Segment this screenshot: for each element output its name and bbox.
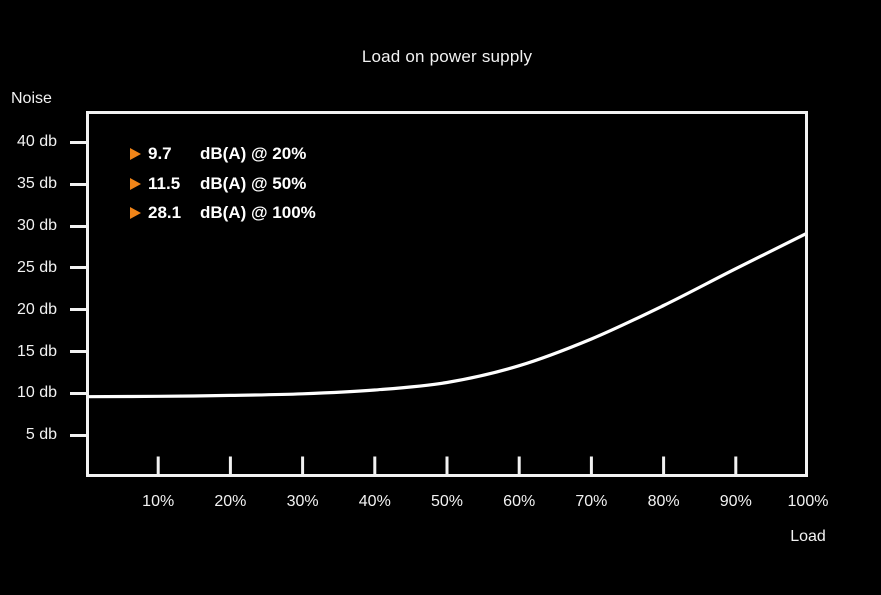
- y-tick-mark: [70, 433, 86, 437]
- x-tick-label: 90%: [719, 493, 752, 510]
- x-tick-label: 70%: [575, 493, 608, 510]
- x-axis-title: Load: [790, 528, 826, 545]
- chart-title: Load on power supply: [361, 47, 533, 66]
- y-tick-mark: [70, 182, 86, 186]
- y-tick-mark: [70, 391, 86, 395]
- x-tick-label: 40%: [358, 493, 391, 510]
- right-triangle-icon: [130, 177, 141, 190]
- legend-text: dB(A) @ 100%: [200, 203, 316, 222]
- x-tick-label: 80%: [647, 493, 680, 510]
- y-tick-mark: [70, 224, 86, 228]
- x-tick-label: 30%: [286, 493, 319, 510]
- x-tick-label: 10%: [142, 493, 175, 510]
- y-tick-mark: [70, 266, 86, 270]
- x-tick-label: 60%: [503, 493, 536, 510]
- y-tick-label: 25 db: [16, 258, 57, 276]
- y-tick-label: 35 db: [16, 175, 57, 193]
- noise-curve-line: [86, 231, 808, 399]
- legend-item: 9.7 dB(A) @ 20%: [130, 143, 306, 165]
- right-triangle-icon: [130, 148, 141, 160]
- gridlines: [86, 141, 808, 437]
- y-tick-mark: [70, 350, 86, 353]
- legend-item: 28.1 dB(A) @ 100%: [130, 202, 316, 224]
- legend-text: dB(A) @ 20%: [200, 144, 307, 163]
- x-tick-marks: [156, 456, 738, 476]
- legend-text: dB(A) @ 50%: [200, 173, 307, 193]
- legend-value: 9.7: [148, 144, 172, 163]
- legend-value: 28.1: [148, 203, 182, 222]
- plot-border: [86, 111, 808, 477]
- y-tick-label: 5 db: [25, 426, 57, 444]
- right-triangle-icon: [130, 207, 141, 219]
- y-tick-mark: [70, 140, 86, 144]
- y-tick-label: 15 db: [16, 342, 57, 360]
- legend-value: 11.5: [148, 173, 181, 193]
- legend-item: 11.5 dB(A) @ 50%: [130, 173, 306, 195]
- y-tick-label: 30 db: [16, 217, 57, 234]
- plot-area: 9.7 dB(A) @ 20% 11.5 dB(A) @ 50% 28.1 dB(A) @…: [86, 111, 808, 477]
- y-tick-mark: [70, 308, 86, 312]
- y-tick-label: 10 db: [16, 384, 57, 402]
- y-tick-label: 20 db: [16, 300, 57, 318]
- x-tick-label: 50%: [430, 493, 464, 510]
- plot-svg: [86, 111, 808, 477]
- x-tick-label: 20%: [214, 493, 247, 510]
- y-tick-label: 40 db: [16, 133, 57, 151]
- y-axis-title: Noise: [11, 90, 52, 107]
- x-tick-label: 100%: [787, 493, 829, 510]
